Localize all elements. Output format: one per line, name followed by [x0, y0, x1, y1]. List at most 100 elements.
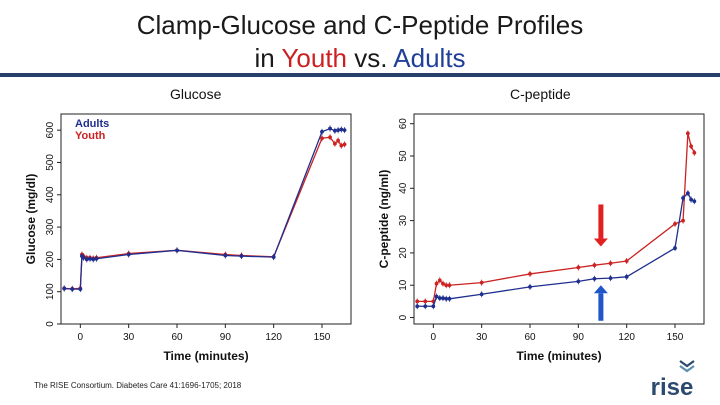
plot-frame — [60, 113, 352, 325]
adults-data-point — [78, 287, 83, 292]
legend-entry-youth: Youth — [75, 130, 106, 142]
y-tick-label: 10 — [398, 279, 409, 291]
adults-data-point — [528, 284, 532, 289]
legend-entry-adults: Adults — [75, 118, 109, 130]
cpeptide-panel-label: C-peptide — [510, 86, 571, 102]
youth-data-point — [415, 299, 420, 304]
adults-data-point — [94, 256, 99, 261]
up-arrow-icon — [593, 285, 608, 321]
adults-data-point — [608, 276, 613, 281]
adults-data-point — [62, 286, 67, 291]
x-axis-label: Time (minutes) — [163, 349, 248, 363]
y-tick-label: 60 — [398, 118, 409, 130]
x-tick-label: 60 — [524, 332, 536, 343]
rise-logo-text: rise — [651, 374, 694, 398]
adults-data-point — [126, 252, 131, 257]
x-tick-label: 120 — [265, 332, 282, 343]
title-word-vs: vs. — [354, 43, 388, 73]
adults-data-point — [689, 197, 694, 202]
youth-data-point — [444, 283, 449, 288]
adults-data-point — [681, 196, 685, 200]
adults-data-point — [437, 296, 442, 301]
title-word-adults: Adults — [393, 43, 466, 73]
x-tick-label: 150 — [314, 332, 331, 343]
adults-data-point — [434, 294, 439, 299]
youth-data-point — [689, 144, 694, 149]
title-word-youth: Youth — [281, 43, 348, 73]
x-tick-label: 90 — [573, 332, 585, 343]
youth-data-point — [423, 299, 428, 304]
adults-data-point — [415, 304, 420, 309]
youth-data-point — [328, 135, 332, 140]
x-tick-label: 120 — [618, 332, 635, 343]
y-tick-label: 200 — [45, 251, 56, 268]
adults-data-point — [447, 296, 452, 301]
up-arrow-head — [593, 285, 608, 294]
youth-data-point — [332, 141, 337, 146]
adults-data-point — [431, 304, 436, 309]
y-tick-label: 40 — [398, 182, 409, 194]
x-tick-label: 30 — [476, 332, 488, 343]
adults-data-point — [685, 191, 690, 196]
adults-data-point — [81, 255, 86, 260]
adults-data-point — [479, 292, 484, 297]
youth-data-point — [320, 136, 324, 141]
citation-text: The RISE Consortium. Diabetes Care 41:16… — [34, 381, 242, 390]
adults-data-point — [673, 246, 677, 250]
x-tick-label: 90 — [220, 332, 232, 343]
youth-data-point — [681, 218, 685, 223]
plot-frame — [413, 113, 705, 325]
youth-data-point — [336, 138, 341, 143]
adults-data-point — [328, 126, 332, 131]
y-tick-label: 20 — [398, 247, 409, 259]
adults-data-point — [223, 253, 228, 258]
y-tick-label: 500 — [45, 154, 56, 171]
youth-data-point — [608, 261, 613, 266]
adults-series-line — [417, 192, 695, 307]
youth-data-point — [434, 281, 439, 286]
youth-data-point — [441, 281, 445, 286]
y-tick-label: 600 — [45, 121, 56, 138]
adults-data-point — [423, 304, 428, 309]
y-tick-label: 50 — [398, 150, 409, 162]
youth-data-point — [339, 143, 344, 148]
adults-data-point — [88, 256, 92, 261]
adults-data-point — [336, 128, 341, 133]
youth-data-point — [437, 278, 442, 283]
y-axis-label: Glucose (mg/dl) — [24, 174, 38, 265]
down-arrow-icon — [593, 204, 608, 247]
youth-data-point — [576, 265, 581, 270]
x-tick-label: 30 — [123, 332, 135, 343]
down-arrow-head — [593, 238, 608, 247]
youth-data-point — [528, 272, 532, 276]
rise-logo-chevron-icon — [679, 360, 695, 373]
adults-data-point — [175, 248, 179, 253]
youth-series-line — [64, 136, 345, 290]
youth-data-point — [479, 280, 484, 285]
adults-data-point — [342, 128, 347, 133]
adults-data-point — [271, 255, 276, 260]
adults-data-point — [70, 287, 75, 292]
y-axis-label: C-peptide (ng/ml) — [377, 170, 391, 269]
adults-data-point — [444, 296, 449, 301]
x-tick-label: 150 — [667, 332, 684, 343]
adults-data-point — [320, 129, 324, 134]
adults-data-point — [441, 296, 445, 301]
x-tick-label: 0 — [431, 332, 437, 343]
youth-series-line — [417, 133, 695, 303]
y-tick-label: 400 — [45, 186, 56, 203]
x-tick-label: 0 — [78, 332, 84, 343]
adults-series-line — [64, 127, 345, 290]
adults-data-point — [239, 254, 244, 259]
glucose-chart: 0 30 60 90 120 150 0 100 200 300 400 500 600 Time (mi… — [24, 113, 352, 363]
y-tick-label: 0 — [398, 314, 409, 320]
x-tick-label: 60 — [171, 332, 183, 343]
adults-data-point — [91, 257, 96, 262]
slide-title-line1: Clamp-Glucose and C-Peptide Profiles — [136, 10, 584, 40]
adults-data-point — [692, 199, 697, 204]
adults-data-point — [332, 128, 337, 133]
adults-data-point — [84, 257, 89, 262]
adults-data-point — [339, 127, 344, 132]
adults-data-point — [624, 274, 629, 279]
rise-logo: rise — [651, 360, 695, 398]
